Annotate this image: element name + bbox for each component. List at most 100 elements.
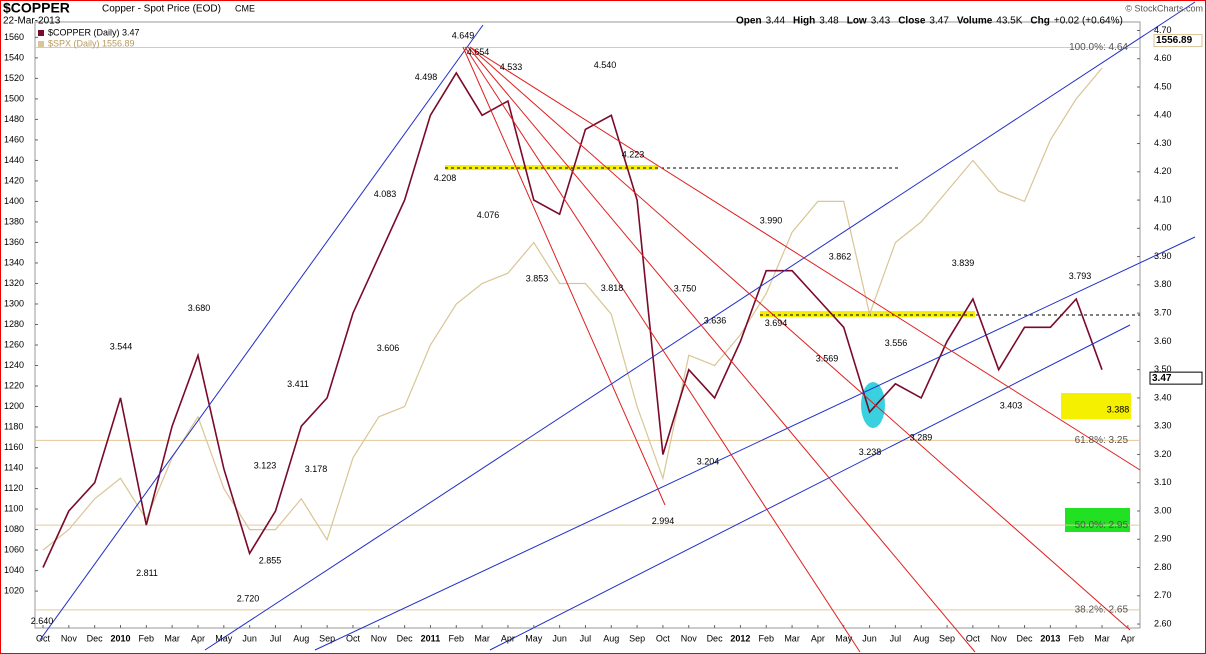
annotation: 3.388 (1107, 405, 1130, 415)
x-tick-label: Aug (293, 633, 309, 643)
annotation: 3.289 (910, 433, 933, 443)
y-tick-label: 1260 (4, 339, 24, 349)
annotation: 4.083 (374, 189, 397, 199)
level-label: 100.0%: 4.64 (1069, 42, 1128, 53)
x-tick-label: Oct (36, 633, 51, 643)
x-tick-label: Nov (61, 633, 78, 643)
x-tick-label: May (525, 633, 543, 643)
x-tick-label: Mar (784, 633, 800, 643)
annotation: 3.839 (952, 258, 975, 268)
last-value-label: 3.47 (1152, 373, 1172, 384)
x-tick-label: Feb (139, 633, 155, 643)
y2-tick-label: 4.60 (1154, 53, 1172, 63)
x-tick-label: Apr (501, 633, 515, 643)
annotation: 3.238 (859, 447, 882, 457)
annotation: 3.123 (254, 461, 277, 471)
quote: Open 3.44 High 3.48 Low 3.43 Close 3.47 Volume 43… (736, 16, 1123, 27)
annotation: 2.994 (652, 516, 675, 526)
x-tick-label: May (215, 633, 233, 643)
y-tick-label: 1300 (4, 298, 24, 308)
x-tick-label: Mar (474, 633, 490, 643)
x-tick-label: Apr (191, 633, 205, 643)
y-tick-label: 1400 (4, 196, 24, 206)
highlight-ellipse (861, 382, 885, 428)
y2-tick-label: 4.10 (1154, 194, 1172, 204)
highlight (445, 165, 658, 170)
symbol: $COPPER (3, 0, 70, 16)
level-label: 38.2%: 2.65 (1075, 605, 1129, 616)
x-tick-label: Nov (681, 633, 698, 643)
trendline (467, 46, 976, 653)
annotation: 2.720 (237, 594, 260, 604)
x-tick-label: Mar (1094, 633, 1110, 643)
x-tick-label: Feb (449, 633, 465, 643)
y-tick-label: 1200 (4, 401, 24, 411)
annotation: 3.694 (765, 318, 788, 328)
annotation: 4.498 (415, 72, 438, 82)
y2-tick-label: 3.50 (1154, 364, 1172, 374)
highlight-box (1061, 393, 1131, 419)
y-tick-label: 1340 (4, 257, 24, 267)
annotation: 3.204 (697, 457, 720, 467)
y-tick-label: 1020 (4, 585, 24, 595)
y-tick-label: 1360 (4, 237, 24, 247)
annotation: 3.569 (816, 354, 839, 364)
x-tick-label: Nov (991, 633, 1008, 643)
legend-label: $COPPER (Daily) 3.47 (48, 27, 140, 37)
y-tick-label: 1440 (4, 155, 24, 165)
y2-tick-label: 4.00 (1154, 223, 1172, 233)
annotation: 3.680 (188, 303, 211, 313)
y-tick-label: 1040 (4, 565, 24, 575)
y2-tick-label: 3.30 (1154, 421, 1172, 431)
last-value-box (1153, 34, 1203, 48)
quote-value: 3.43 (871, 16, 891, 27)
annotation: 3.750 (674, 283, 697, 293)
trendline (469, 46, 1131, 631)
y-tick-label: 1080 (4, 524, 24, 534)
highlight-box (1065, 508, 1130, 532)
annotation: 3.411 (287, 379, 309, 389)
annotation: 3.853 (526, 273, 549, 283)
annotation: 4.223 (622, 150, 645, 160)
trendline (314, 236, 1196, 651)
y-tick-label: 1220 (4, 380, 24, 390)
trendline (462, 46, 666, 506)
y2-tick-label: 3.90 (1154, 251, 1172, 261)
annotation: 4.654 (467, 47, 490, 57)
x-tick-label: Sep (319, 633, 335, 643)
annotation: 3.403 (1000, 400, 1023, 410)
annotation: 4.533 (500, 62, 523, 72)
y2-tick-label: 4.30 (1154, 138, 1172, 148)
x-tick-label: Dec (1017, 633, 1034, 643)
y2-tick-label: 2.80 (1154, 562, 1172, 572)
x-tick-label: Jul (890, 633, 902, 643)
quote-value: 3.47 (929, 16, 949, 27)
level-label: 61.8%: 3.25 (1075, 435, 1129, 446)
x-tick-label: Oct (966, 633, 981, 643)
annotation: 3.818 (601, 283, 624, 293)
x-tick-label: Jun (552, 633, 567, 643)
quote-name: Chg (1030, 16, 1049, 27)
y2-tick-label: 4.70 (1154, 25, 1172, 35)
credit: © StockCharts.com (1125, 3, 1203, 13)
quote-value: 43.5K (996, 16, 1022, 27)
y2-tick-label: 4.20 (1154, 166, 1172, 176)
quote-value: 3.48 (819, 16, 839, 27)
y-tick-label: 1120 (4, 483, 23, 493)
annotation: 3.178 (305, 464, 328, 474)
exchange: CME (235, 3, 255, 13)
quote-name: Close (898, 16, 926, 27)
y-tick-label: 1560 (4, 32, 24, 42)
y2-tick-label: 4.50 (1154, 81, 1172, 91)
y-tick-label: 1060 (4, 544, 24, 554)
x-tick-label: Sep (629, 633, 645, 643)
x-tick-label: Apr (1121, 633, 1135, 643)
annotation: 3.606 (377, 343, 400, 353)
x-tick-label: 2010 (110, 633, 130, 643)
trendline (489, 324, 1131, 651)
y2-tick-label: 2.60 (1154, 618, 1172, 628)
y2-tick-label: 3.20 (1154, 449, 1172, 459)
annotation: 3.556 (885, 338, 908, 348)
quote-value: +0.02 (+0.64%) (1054, 16, 1123, 27)
x-tick-label: Dec (87, 633, 104, 643)
